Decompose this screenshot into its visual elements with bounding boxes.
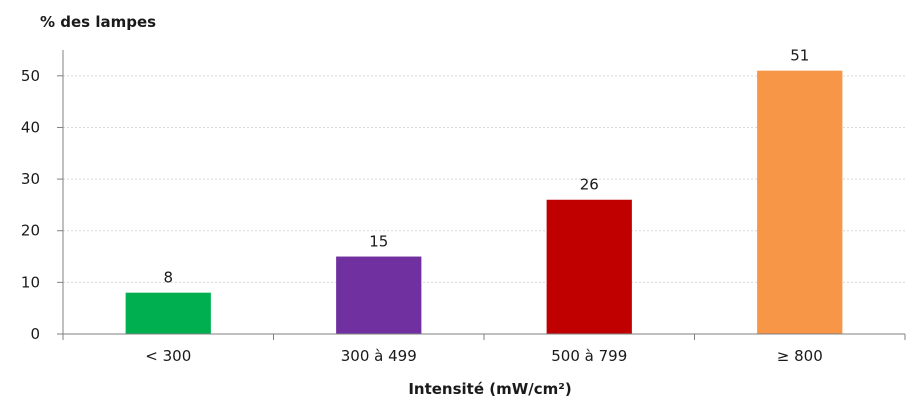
bar xyxy=(757,70,843,335)
y-tick-label: 50 xyxy=(21,67,40,85)
x-tick-label: 500 à 799 xyxy=(551,347,627,365)
x-axis-ticks: < 300 300 à 499 500 à 799 ≥ 800 xyxy=(62,334,906,365)
x-axis-title: Intensité (mW/cm²) xyxy=(408,380,571,398)
bar xyxy=(336,256,422,334)
y-tick-label: 0 xyxy=(30,325,40,343)
data-label: 51 xyxy=(790,47,809,65)
bar xyxy=(546,199,632,334)
x-tick-label: ≥ 800 xyxy=(777,347,823,365)
y-axis-title: % des lampes xyxy=(40,13,156,31)
x-tick-label: 300 à 499 xyxy=(341,347,417,365)
data-label: 26 xyxy=(580,176,599,194)
y-tick-label: 30 xyxy=(21,170,40,188)
y-tick-label: 20 xyxy=(21,222,40,240)
data-label: 15 xyxy=(369,233,388,251)
y-tick-label: 10 xyxy=(21,273,40,291)
data-label: 8 xyxy=(163,269,173,287)
y-tick-label: 40 xyxy=(21,118,40,136)
bar xyxy=(125,292,211,334)
data-labels: 8 15 26 51 xyxy=(163,47,809,287)
bars xyxy=(125,70,843,335)
x-tick-label: < 300 xyxy=(145,347,191,365)
y-axis-ticks: 0 10 20 30 40 50 xyxy=(21,67,63,343)
